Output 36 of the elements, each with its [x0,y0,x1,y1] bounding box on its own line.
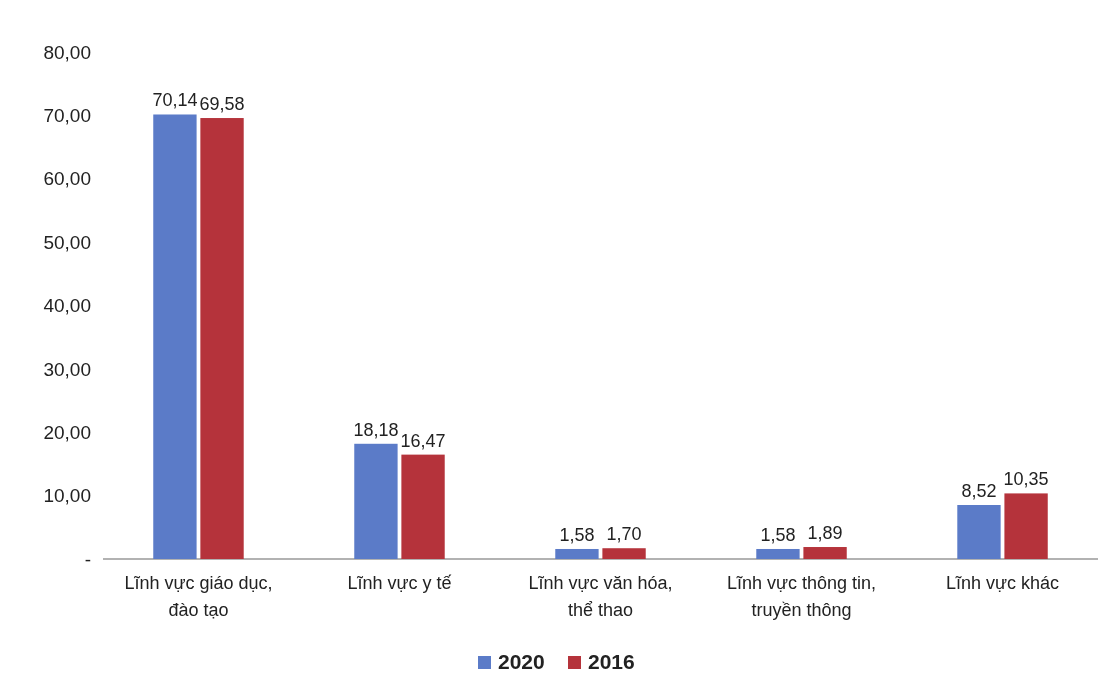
bar [401,454,445,559]
y-tick-label: 20,00 [43,421,91,443]
bar [555,548,599,559]
legend-label: 2020 [498,650,545,673]
x-tick-label: Lĩnh vực văn hóa, thể thao [528,573,673,620]
y-tick-label: 30,00 [43,358,91,380]
x-tick-label: Lĩnh vực khác [945,573,1060,593]
bar [200,118,244,559]
data-label: 16,47 [400,430,446,451]
data-label: 1,58 [760,524,796,545]
x-tick-label: Lĩnh vực y tế [347,573,452,593]
y-tick-label: 50,00 [43,231,91,253]
y-tick-label: 80,00 [43,41,91,63]
y-tick-label: 70,00 [43,105,91,127]
data-label: 10,35 [1003,469,1049,490]
x-tick-label: Lĩnh vực giáo dục, đào tạo [124,573,273,620]
bar [803,547,847,559]
data-label: 70,14 [152,90,198,111]
y-tick-label: 10,00 [43,485,91,507]
data-label: 1,58 [559,524,595,545]
data-label: 18,18 [353,419,399,440]
y-tick-label: - [84,548,91,570]
data-label: 1,89 [807,523,843,544]
y-tick-label: 40,00 [43,295,91,317]
bar [354,443,398,559]
bar [153,114,197,559]
bar [602,548,646,559]
bar [756,548,800,559]
data-label: 69,58 [199,94,245,115]
y-tick-label: 60,00 [43,168,91,190]
legend-label: 2016 [588,650,635,673]
x-tick-label: Lĩnh vực thông tin, truyền thông [726,573,877,620]
bar [957,505,1001,559]
data-label: 1,70 [606,524,642,545]
bar [1004,493,1048,559]
data-label: 8,52 [961,481,997,501]
